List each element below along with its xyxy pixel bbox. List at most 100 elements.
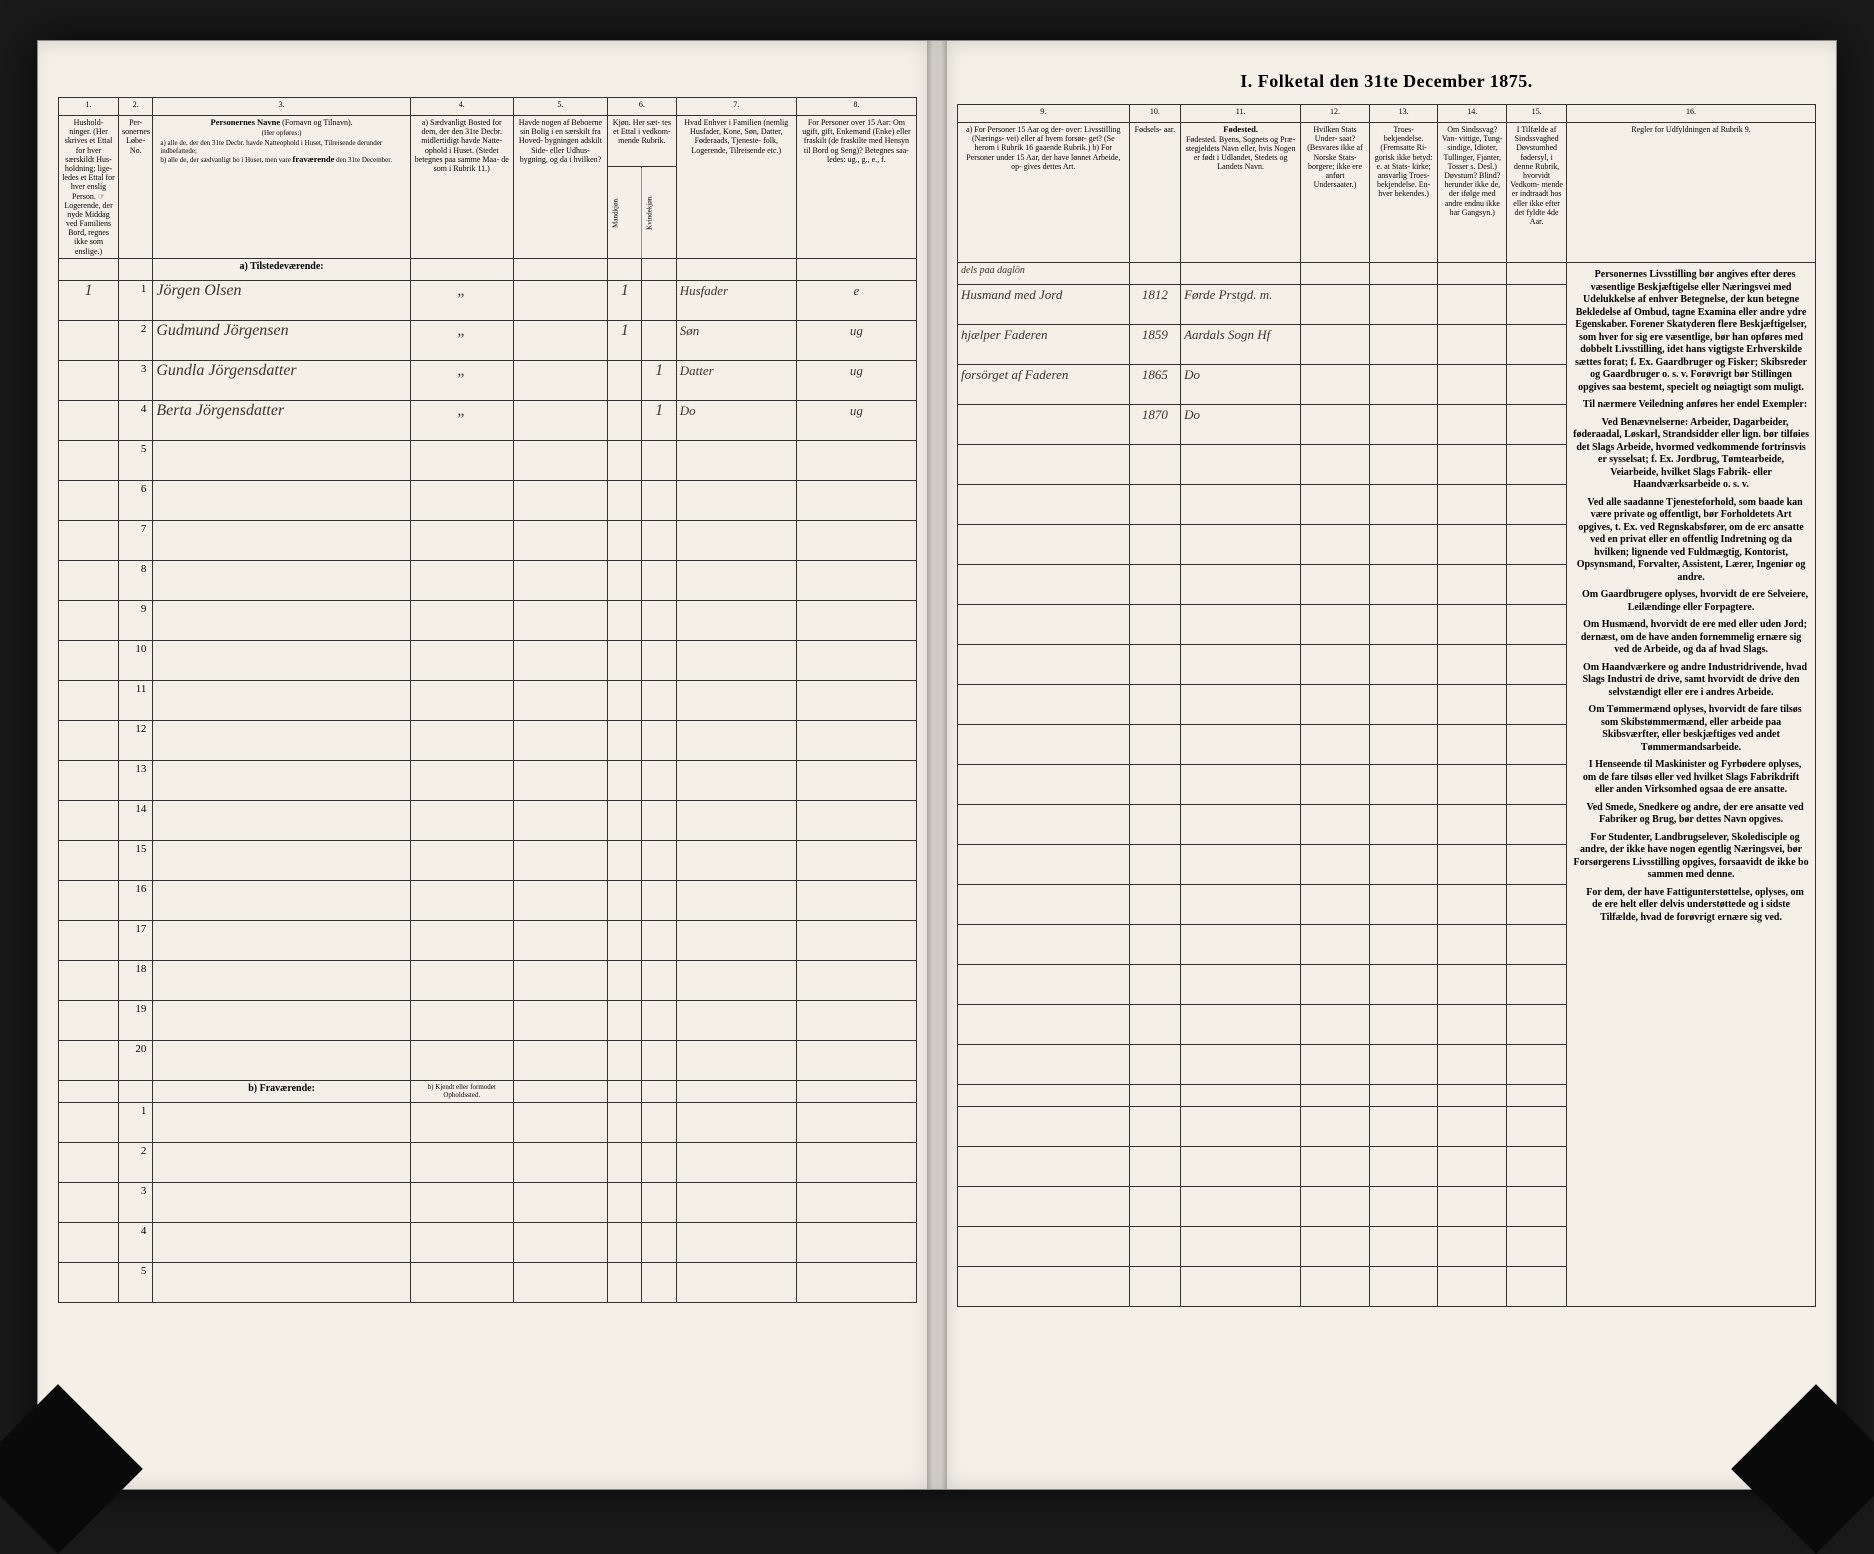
col-num-1: 1. [59, 98, 119, 116]
table-row-empty: 8 [59, 560, 917, 600]
cell-birthyear: 1859 [1129, 325, 1180, 365]
cell-male: 1 [608, 280, 642, 320]
col-num-5: 5. [513, 98, 607, 116]
page-title: I. Folketal den 31te December 1875. [957, 71, 1816, 92]
table-row-empty: 15 [59, 840, 917, 880]
cell-person-no: 15 [119, 840, 153, 880]
cell-occupation [958, 405, 1130, 445]
cell-c15 [1507, 405, 1567, 445]
head-7: Hvad Enhver i Familien (nemlig Husfader,… [676, 116, 796, 259]
cell-c4: „ [410, 360, 513, 400]
cell-relation: Søn [676, 320, 796, 360]
col-num-7: 7. [676, 98, 796, 116]
cell-civil: ug [796, 400, 916, 440]
section-a-header: a) Tilstedeværende: [59, 258, 917, 280]
page-clip-bottom-left [0, 1384, 143, 1554]
cell-c15 [1507, 325, 1567, 365]
cell-c12 [1301, 285, 1370, 325]
cell-female: 1 [642, 400, 676, 440]
cell-c5 [513, 320, 607, 360]
cell-person-no: 11 [119, 680, 153, 720]
cell-person-no: 4 [119, 400, 153, 440]
cell-civil: ug [796, 360, 916, 400]
section-a-label: a) Tilstedeværende: [153, 258, 410, 280]
cell-c13 [1369, 405, 1438, 445]
left-page: 1. 2. 3. 4. 5. 6. 7. 8. Hushold- ninger.… [38, 41, 937, 1489]
cell-civil: e [796, 280, 916, 320]
table-row-empty: 14 [59, 800, 917, 840]
cell-name: Gudmund Jörgensen [153, 320, 410, 360]
cell-c13 [1369, 365, 1438, 405]
rules-paragraph: For dem, der have Fattigunterstøttelse, … [1573, 887, 1809, 925]
cell-person-no: 16 [119, 880, 153, 920]
table-row-empty: 19 [59, 1000, 917, 1040]
table-row-empty: 11 [59, 680, 917, 720]
table-row-empty: 12 [59, 720, 917, 760]
cell-occupation: Husmand med Jord [958, 285, 1130, 325]
cell-c4: „ [410, 280, 513, 320]
cell-female [642, 320, 676, 360]
cell-person-no: 3 [119, 360, 153, 400]
cell-person-no: 5 [119, 1262, 153, 1302]
cell-c12 [1301, 365, 1370, 405]
cell-person-no: 13 [119, 760, 153, 800]
col-num-12: 12. [1301, 105, 1370, 123]
col-num-16: 16. [1567, 105, 1816, 123]
right-page: I. Folketal den 31te December 1875. 9. 1… [937, 41, 1836, 1489]
cell-person-no: 2 [119, 320, 153, 360]
table-row-empty: 6 [59, 480, 917, 520]
table-row-empty: 4 [59, 1222, 917, 1262]
table-row-empty: 7 [59, 520, 917, 560]
col-num-6: 6. [608, 98, 677, 116]
cell-relation: Husfader [676, 280, 796, 320]
table-row-empty: 5 [59, 440, 917, 480]
cell-person-no: 6 [119, 480, 153, 520]
rules-paragraph: Til nærmere Veiledning anføres her endel… [1573, 399, 1809, 412]
table-row: 2 Gudmund Jörgensen „ 1 Søn ug [59, 320, 917, 360]
cell-person-no: 17 [119, 920, 153, 960]
cell-c15 [1507, 365, 1567, 405]
cell-c14 [1438, 285, 1507, 325]
rules-paragraph: For Studenter, Landbrugselever, Skoledis… [1573, 832, 1809, 882]
cell-occupation: hjælper Faderen [958, 325, 1130, 365]
cell-birthyear: 1870 [1129, 405, 1180, 445]
left-table: 1. 2. 3. 4. 5. 6. 7. 8. Hushold- ninger.… [58, 97, 917, 1303]
cell-person-no: 5 [119, 440, 153, 480]
cell-person-no: 8 [119, 560, 153, 600]
cell-c12 [1301, 325, 1370, 365]
col-num-8: 8. [796, 98, 916, 116]
cell-c14 [1438, 405, 1507, 445]
census-ledger-book: 1. 2. 3. 4. 5. 6. 7. 8. Hushold- ninger.… [37, 40, 1837, 1490]
table-row-empty: 1 [59, 1102, 917, 1142]
cell-person-no: 2 [119, 1142, 153, 1182]
rules-paragraph: Personernes Livsstilling bør angives eft… [1573, 269, 1809, 394]
head-8: For Personer over 15 Aar: Om ugift, gift… [796, 116, 916, 259]
cell-household [59, 360, 119, 400]
table-row: 1 1 Jörgen Olsen „ 1 Husfader e [59, 280, 917, 320]
table-row-empty: 17 [59, 920, 917, 960]
head-10: Fødsels- aar. [1129, 123, 1180, 263]
table-row: 4 Berta Jörgensdatter „ 1 Do ug [59, 400, 917, 440]
table-row-empty: 9 [59, 600, 917, 640]
section-b-header: b) Fraværende:b) Kjendt eller formodet O… [59, 1080, 917, 1102]
cell-c5 [513, 400, 607, 440]
table-row-empty: 10 [59, 640, 917, 680]
table-row-empty: 2 [59, 1142, 917, 1182]
col-num-14: 14. [1438, 105, 1507, 123]
table-row-empty: 5 [59, 1262, 917, 1302]
cell-person-no: 3 [119, 1182, 153, 1222]
cell-person-no: 20 [119, 1040, 153, 1080]
table-row-empty: 18 [59, 960, 917, 1000]
cell-household [59, 320, 119, 360]
cell-person-no: 19 [119, 1000, 153, 1040]
cell-c4: „ [410, 320, 513, 360]
cell-c13 [1369, 285, 1438, 325]
page-clip-bottom-right [1731, 1384, 1874, 1554]
cell-relation: Datter [676, 360, 796, 400]
note-row: dels paa daglön Personernes Livsstilling… [958, 263, 1816, 285]
rules-paragraph: Om Husmænd, hvorvidt de ere med eller ud… [1573, 619, 1809, 657]
head-6: Kjøn. Her sæt- tes et Ettal i vedkom- me… [608, 116, 677, 167]
section-b-label: b) Fraværende: [153, 1080, 410, 1102]
head-12: Hvilken Stats Under- saat? (Besvares ikk… [1301, 123, 1370, 263]
cell-person-no: 4 [119, 1222, 153, 1262]
